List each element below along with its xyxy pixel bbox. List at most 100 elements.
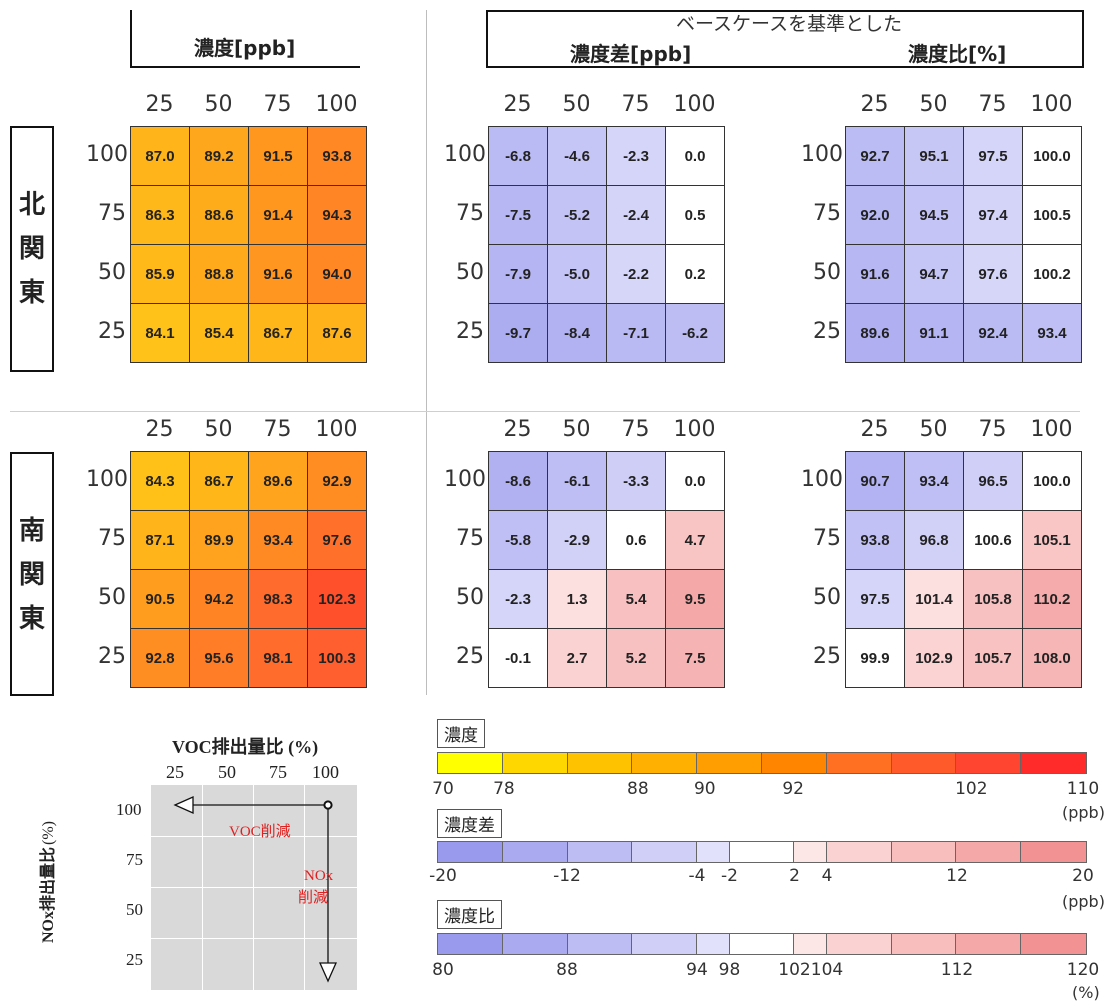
heatmap-cell: 92.7: [845, 126, 905, 186]
heatmap-cell: 93.8: [845, 510, 905, 570]
legend-swatch: [1021, 753, 1086, 773]
legend-tick-label: 20: [1072, 866, 1094, 886]
voc-tick-label: 100: [1030, 417, 1073, 442]
heatmap-cell: -0.1: [488, 628, 548, 688]
region-char: 関: [18, 234, 45, 264]
legend-swatch: [891, 934, 957, 954]
legend-unit: (ppb): [1062, 892, 1105, 911]
legend-tick-label: 94: [686, 960, 708, 980]
heatmap-cell: 102.3: [307, 569, 367, 629]
heatmap-cell: 98.1: [248, 628, 308, 688]
heatmap-cell: 86.3: [130, 185, 190, 245]
heatmap-cell: 98.3: [248, 569, 308, 629]
base-case-marker: [323, 800, 333, 810]
heatmap-cell: 100.0: [1022, 126, 1082, 186]
explainer-x-title: VOC排出量比 (%): [172, 737, 319, 757]
region-char: 東: [18, 278, 45, 308]
nox-tick-label: 75: [456, 201, 484, 226]
heatmap-cell: 0.2: [665, 244, 725, 304]
heatmap-cell: -7.5: [488, 185, 548, 245]
header-ratio-label: 濃度比[%]: [908, 42, 1007, 66]
legend-tick-label: -2: [721, 866, 738, 886]
nox-tick-label: 25: [456, 319, 484, 344]
heatmap-cell: -7.1: [606, 303, 666, 363]
nox-tick-label: 75: [456, 526, 484, 551]
heatmap-cell: 89.6: [845, 303, 905, 363]
legend-swatch: [729, 934, 795, 954]
legend-tick-label: 70: [432, 779, 454, 799]
legend-swatch: [891, 753, 957, 773]
nox-tick-label: 75: [98, 201, 126, 226]
nox-tick-label: 50: [813, 585, 841, 610]
heatmap-cell: 87.0: [130, 126, 190, 186]
explainer-y-title: NOx排出量比(%): [34, 821, 58, 943]
heatmap-cell: -2.3: [488, 569, 548, 629]
legend-swatch: [794, 842, 827, 862]
heatmap-cell: -6.8: [488, 126, 548, 186]
nox-tick-label: 50: [456, 260, 484, 285]
legend-tick-label: 110: [1066, 779, 1100, 799]
heatmap-cell: 94.7: [904, 244, 964, 304]
header-diff-subtitle: ベースケースを基準とした: [676, 13, 903, 35]
horizontal-divider: [10, 411, 1080, 412]
voc-tick-label: 100: [315, 417, 358, 442]
nox-tick-label: 75: [98, 526, 126, 551]
voc-reduction-label: VOC削減: [229, 824, 291, 840]
legend-swatch: [697, 753, 762, 773]
explainer-x-tick: 100: [312, 762, 339, 782]
nox-tick-label: 100: [86, 142, 128, 167]
heatmap-cell: 105.7: [963, 628, 1023, 688]
legend-tick-label: 88: [556, 960, 578, 980]
nox-reduction-label-1: NOx: [304, 868, 334, 884]
heatmap-cell: 100.3: [307, 628, 367, 688]
vertical-divider: [426, 10, 427, 695]
legend-swatch: [567, 934, 633, 954]
legend-swatch: [794, 934, 827, 954]
region-char: 北: [18, 190, 45, 220]
explainer-y-tick: 50: [126, 900, 143, 919]
voc-tick-label: 25: [503, 417, 532, 442]
heatmap-cell: 96.8: [904, 510, 964, 570]
legend-swatch: [697, 934, 730, 954]
explainer-y-tick: 75: [126, 850, 143, 869]
voc-tick-label: 100: [673, 92, 716, 117]
heatmap-cell: 97.4: [963, 185, 1023, 245]
legend-tick-label: -4: [688, 866, 706, 886]
heatmap-cell: 89.9: [189, 510, 249, 570]
heatmap-cell: 100.0: [1022, 451, 1082, 511]
heatmap-cell: 108.0: [1022, 628, 1082, 688]
legend-swatch: [956, 753, 1022, 773]
explainer-y-tick: 25: [126, 950, 143, 969]
legend-tick-label: 88: [627, 779, 649, 799]
legend-title: 濃度比: [437, 900, 502, 929]
heatmap-cell: 5.4: [606, 569, 666, 629]
heatmap-cell: 88.6: [189, 185, 249, 245]
heatmap-cell: 9.5: [665, 569, 725, 629]
heatmap-cell: 89.6: [248, 451, 308, 511]
voc-tick-label: 25: [145, 92, 174, 117]
heatmap-cell: 92.9: [307, 451, 367, 511]
legend-swatch: [956, 934, 1022, 954]
heatmap-cell: 97.5: [963, 126, 1023, 186]
heatmap-cell: 86.7: [248, 303, 308, 363]
legend-tick-label: 112: [940, 960, 974, 980]
legend-swatch: [826, 753, 892, 773]
legend-swatch: [632, 934, 698, 954]
voc-tick-label: 25: [503, 92, 532, 117]
legend-swatch: [956, 842, 1022, 862]
heatmap-cell: 93.8: [307, 126, 367, 186]
heatmap-cell: 91.1: [904, 303, 964, 363]
legend-swatch: [632, 753, 698, 773]
legend-color-bar: [437, 841, 1087, 863]
legend-color-bar: [437, 752, 1087, 774]
heatmap-cell: 5.2: [606, 628, 666, 688]
legend-tick-label: 92: [782, 779, 805, 799]
nox-tick-label: 75: [813, 526, 841, 551]
heatmap-cell: 0.0: [665, 126, 725, 186]
nox-tick-label: 100: [801, 467, 843, 492]
voc-tick-label: 75: [978, 92, 1007, 117]
legend-swatch: [567, 842, 633, 862]
heatmap-cell: -7.9: [488, 244, 548, 304]
heatmap-cell: 89.2: [189, 126, 249, 186]
explainer-x-tick: 50: [218, 762, 236, 782]
